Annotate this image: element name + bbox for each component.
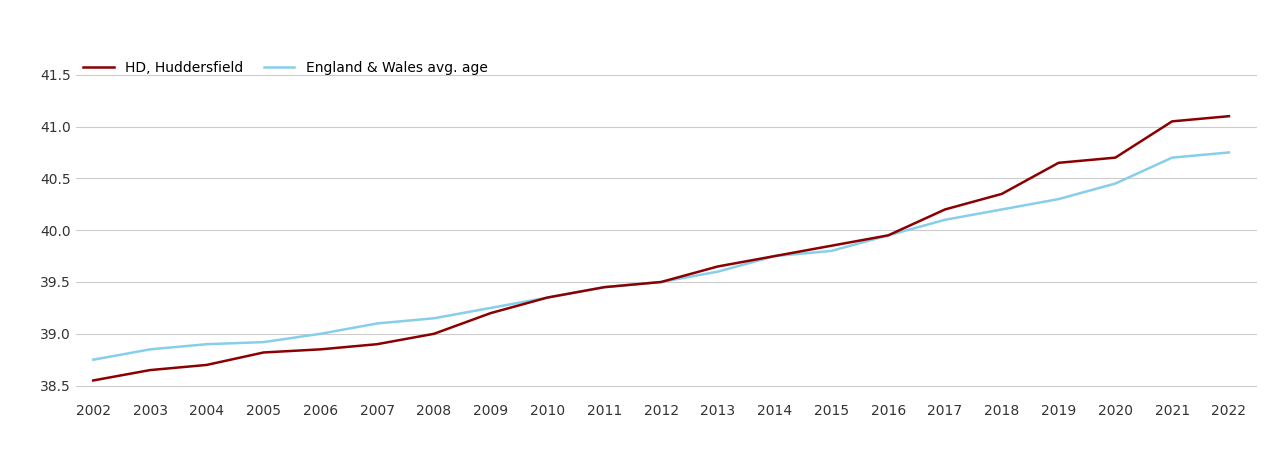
England & Wales avg. age (370, 321, 385, 326)
HD, Huddersfield (1107, 155, 1123, 160)
Line: HD, Huddersfield: HD, Huddersfield (93, 116, 1229, 380)
England & Wales avg. age (994, 207, 1010, 212)
HD, Huddersfield (370, 342, 385, 347)
England & Wales avg. age (142, 346, 157, 352)
England & Wales avg. age (199, 342, 215, 347)
England & Wales avg. age (1222, 150, 1237, 155)
HD, Huddersfield (540, 295, 555, 300)
HD, Huddersfield (654, 279, 669, 285)
HD, Huddersfield (142, 367, 157, 373)
England & Wales avg. age (540, 295, 555, 300)
Legend: HD, Huddersfield, England & Wales avg. age: HD, Huddersfield, England & Wales avg. a… (83, 61, 488, 75)
HD, Huddersfield (994, 191, 1010, 197)
HD, Huddersfield (597, 284, 612, 290)
England & Wales avg. age (1165, 155, 1180, 160)
England & Wales avg. age (597, 284, 612, 290)
HD, Huddersfield (1052, 160, 1067, 166)
England & Wales avg. age (654, 279, 669, 285)
England & Wales avg. age (1107, 181, 1123, 186)
HD, Huddersfield (483, 310, 498, 316)
HD, Huddersfield (767, 253, 782, 259)
England & Wales avg. age (824, 248, 839, 254)
England & Wales avg. age (257, 339, 272, 345)
HD, Huddersfield (85, 378, 100, 383)
HD, Huddersfield (937, 207, 952, 212)
HD, Huddersfield (199, 362, 215, 368)
HD, Huddersfield (312, 346, 328, 352)
HD, Huddersfield (1222, 113, 1237, 119)
HD, Huddersfield (257, 350, 272, 355)
HD, Huddersfield (427, 331, 442, 337)
HD, Huddersfield (1165, 119, 1180, 124)
England & Wales avg. age (427, 315, 442, 321)
England & Wales avg. age (1052, 196, 1067, 202)
England & Wales avg. age (767, 253, 782, 259)
HD, Huddersfield (824, 243, 839, 248)
England & Wales avg. age (312, 331, 328, 337)
England & Wales avg. age (880, 233, 895, 238)
England & Wales avg. age (710, 269, 725, 274)
England & Wales avg. age (85, 357, 100, 362)
England & Wales avg. age (937, 217, 952, 222)
HD, Huddersfield (880, 233, 895, 238)
HD, Huddersfield (710, 264, 725, 269)
England & Wales avg. age (483, 305, 498, 310)
Line: England & Wales avg. age: England & Wales avg. age (93, 153, 1229, 360)
